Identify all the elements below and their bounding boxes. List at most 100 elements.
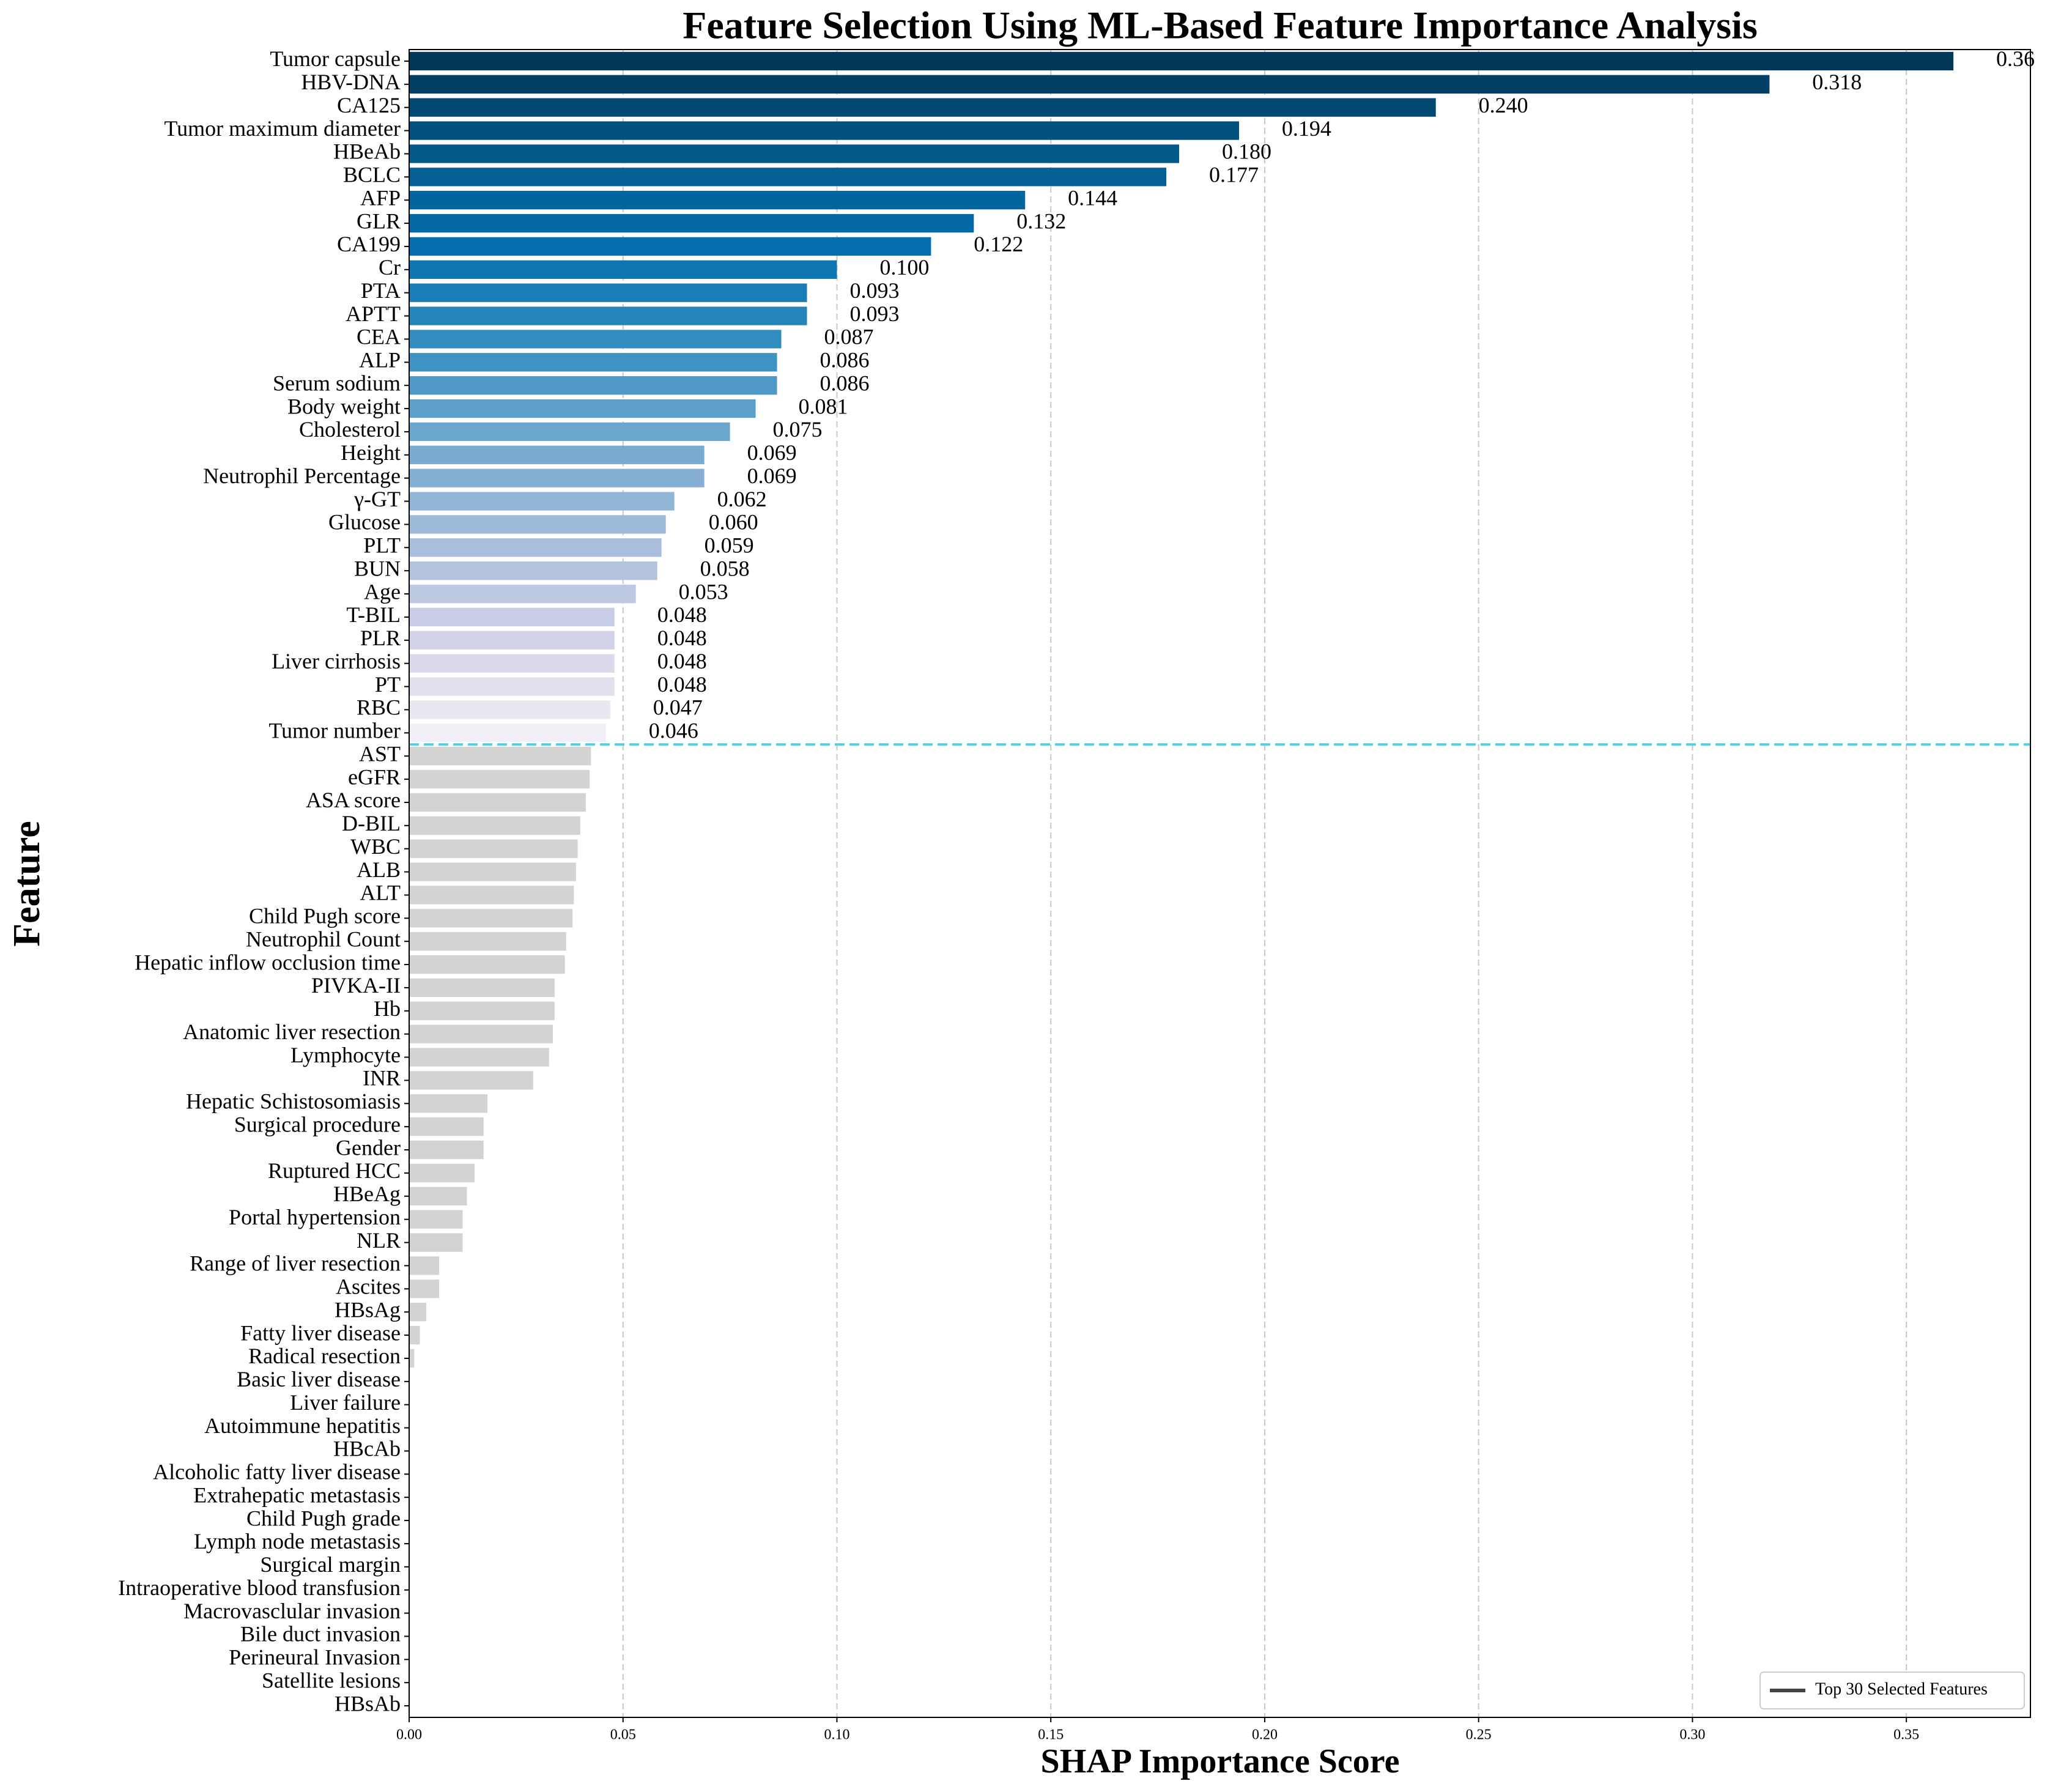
bar bbox=[409, 237, 931, 256]
y-tick-label: Gender bbox=[336, 1135, 401, 1160]
y-tick-label: PTA bbox=[361, 278, 401, 303]
y-axis-label: Feature bbox=[6, 821, 48, 946]
value-label: 0.062 bbox=[717, 487, 767, 511]
y-tick-label: Portal hypertension bbox=[229, 1205, 401, 1229]
plot-frame bbox=[409, 49, 2031, 1718]
y-tick-label: Child Pugh grade bbox=[246, 1506, 401, 1530]
legend-box bbox=[1760, 1672, 2025, 1709]
y-tick-label: INR bbox=[363, 1066, 401, 1090]
bar bbox=[409, 75, 1770, 94]
value-label: 0.132 bbox=[1016, 209, 1066, 233]
bar bbox=[409, 1349, 415, 1368]
bar bbox=[409, 191, 1026, 210]
bar bbox=[409, 816, 580, 835]
y-tick-label: Body weight bbox=[287, 394, 401, 418]
bar bbox=[409, 213, 974, 233]
value-label: 0.059 bbox=[705, 533, 754, 558]
y-tick-label: Cr bbox=[379, 255, 401, 280]
bar bbox=[409, 978, 555, 998]
value-label: 0.060 bbox=[709, 510, 758, 535]
y-tick-label: Hb bbox=[374, 996, 401, 1021]
chart-title: Feature Selection Using ML-Based Feature… bbox=[683, 4, 1758, 47]
bar bbox=[409, 724, 606, 742]
bar bbox=[409, 607, 615, 627]
y-tick-label: HBeAb bbox=[333, 139, 401, 164]
y-tick-label: Lymphocyte bbox=[290, 1043, 401, 1067]
bar bbox=[409, 677, 615, 696]
y-tick-label: PIVKA-II bbox=[311, 973, 401, 998]
y-tick-label: Hepatic inflow occlusion time bbox=[135, 950, 401, 974]
y-tick-label: Extrahepatic metastasis bbox=[193, 1483, 401, 1507]
value-label: 0.058 bbox=[700, 556, 750, 580]
bar bbox=[409, 793, 586, 812]
y-tick-label: Basic liver disease bbox=[237, 1367, 401, 1391]
x-tick-label: 0.35 bbox=[1893, 1727, 1919, 1743]
y-tick-label: AFP bbox=[360, 185, 401, 210]
bar bbox=[409, 747, 591, 766]
y-tick-label: BCLC bbox=[343, 163, 401, 187]
bar bbox=[409, 1117, 484, 1136]
x-tick-label: 0.25 bbox=[1466, 1727, 1492, 1743]
bar bbox=[409, 654, 615, 673]
value-label: 0.048 bbox=[657, 626, 707, 650]
bar bbox=[409, 538, 662, 557]
bar bbox=[409, 399, 756, 418]
y-tick-label: Neutrophil Percentage bbox=[203, 464, 401, 488]
y-tick-label: Surgical margin bbox=[260, 1552, 401, 1577]
y-tick-label: GLR bbox=[357, 209, 401, 233]
y-tick-label: ALP bbox=[359, 348, 401, 372]
bar bbox=[409, 1210, 463, 1229]
bar bbox=[409, 1094, 488, 1113]
bar bbox=[409, 631, 615, 650]
bar bbox=[409, 561, 657, 580]
value-label: 0.194 bbox=[1282, 116, 1331, 141]
y-tick-label: HBcAb bbox=[333, 1437, 401, 1461]
y-tick-label: Surgical procedure bbox=[234, 1112, 401, 1136]
value-label: 0.053 bbox=[679, 579, 728, 604]
y-tick-label: Radical resection bbox=[248, 1344, 401, 1368]
y-tick-label: Height bbox=[341, 440, 401, 465]
x-tick-label: 0.10 bbox=[824, 1727, 849, 1743]
y-tick-label: Liver cirrhosis bbox=[272, 649, 401, 673]
bar bbox=[409, 515, 666, 534]
value-label: 0.318 bbox=[1812, 70, 1862, 94]
y-tick-label: AST bbox=[359, 741, 401, 766]
x-tick-label: 0.00 bbox=[396, 1727, 422, 1743]
y-tick-label: Autoimmune hepatitis bbox=[204, 1413, 401, 1438]
value-label: 0.177 bbox=[1209, 163, 1259, 187]
y-tick-label: Child Pugh score bbox=[249, 904, 401, 928]
bar bbox=[409, 283, 807, 302]
value-label: 0.086 bbox=[820, 371, 869, 395]
bar bbox=[409, 51, 1954, 71]
value-label: 0.144 bbox=[1068, 185, 1117, 210]
bar bbox=[409, 1303, 426, 1322]
y-tick-label: APTT bbox=[346, 302, 401, 326]
y-tick-label: Perineural Invasion bbox=[229, 1645, 401, 1670]
bar bbox=[409, 886, 574, 905]
value-label: 0.048 bbox=[657, 672, 707, 697]
value-label: 0.36 bbox=[1996, 46, 2035, 71]
bar bbox=[409, 468, 705, 487]
value-label: 0.086 bbox=[820, 348, 869, 372]
y-tick-label: Liver failure bbox=[290, 1390, 401, 1415]
y-tick-label: eGFR bbox=[348, 765, 401, 789]
y-tick-label: Anatomic liver resection bbox=[183, 1020, 401, 1044]
y-tick-label: Cholesterol bbox=[299, 417, 401, 442]
bar bbox=[409, 1256, 439, 1275]
value-label: 0.240 bbox=[1479, 93, 1528, 117]
bar bbox=[409, 353, 777, 372]
value-label: 0.047 bbox=[653, 695, 703, 720]
bar bbox=[409, 445, 705, 464]
value-label: 0.087 bbox=[824, 325, 873, 349]
y-tick-label: Fatty liver disease bbox=[240, 1320, 401, 1345]
value-label: 0.081 bbox=[799, 394, 848, 418]
y-tick-label: Hepatic Schistosomiasis bbox=[186, 1089, 401, 1114]
y-tick-label: BUN bbox=[354, 556, 401, 580]
y-tick-label: Macrovasclular invasion bbox=[183, 1599, 401, 1623]
bar bbox=[409, 330, 782, 349]
y-tick-label: CA199 bbox=[337, 232, 401, 256]
bar bbox=[409, 1001, 555, 1020]
bar bbox=[409, 144, 1180, 163]
y-tick-label: ASA score bbox=[306, 788, 401, 812]
bar bbox=[409, 1163, 475, 1183]
